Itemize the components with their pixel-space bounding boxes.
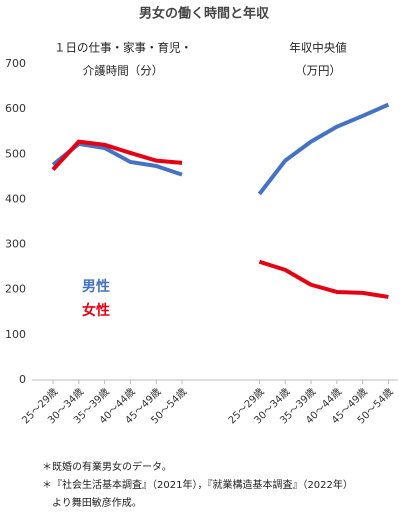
annotation: （万円）: [295, 64, 341, 78]
y-tick-label: 400: [5, 192, 26, 205]
y-tick-label: 300: [5, 238, 26, 251]
series-line: [51, 139, 389, 299]
footnote: ＊『社会生活基本調査』（2021年），『就業構造基本調査』（2022年）: [42, 478, 353, 491]
y-tick-label: 500: [5, 147, 26, 160]
y-tick-label: 200: [5, 283, 26, 296]
y-tick-label: 100: [5, 328, 26, 341]
annotation: 年収中央値: [289, 41, 347, 55]
y-tick-label: 0: [19, 373, 26, 386]
footnote: より舞田敏彦作成。: [52, 496, 142, 509]
annotation: １日の仕事・家事・育児・: [54, 41, 192, 55]
legend-label: 女性: [82, 302, 110, 319]
series-line: [51, 102, 390, 196]
y-tick-label: 700: [5, 57, 26, 70]
y-tick-label: 600: [5, 102, 26, 115]
annotation: 介護時間（分）: [83, 64, 164, 78]
chart-title: 男女の働く時間と年収: [139, 6, 270, 22]
legend-label: 男性: [82, 278, 110, 295]
footnote: ＊既婚の有業男女のデータ。: [42, 460, 172, 473]
